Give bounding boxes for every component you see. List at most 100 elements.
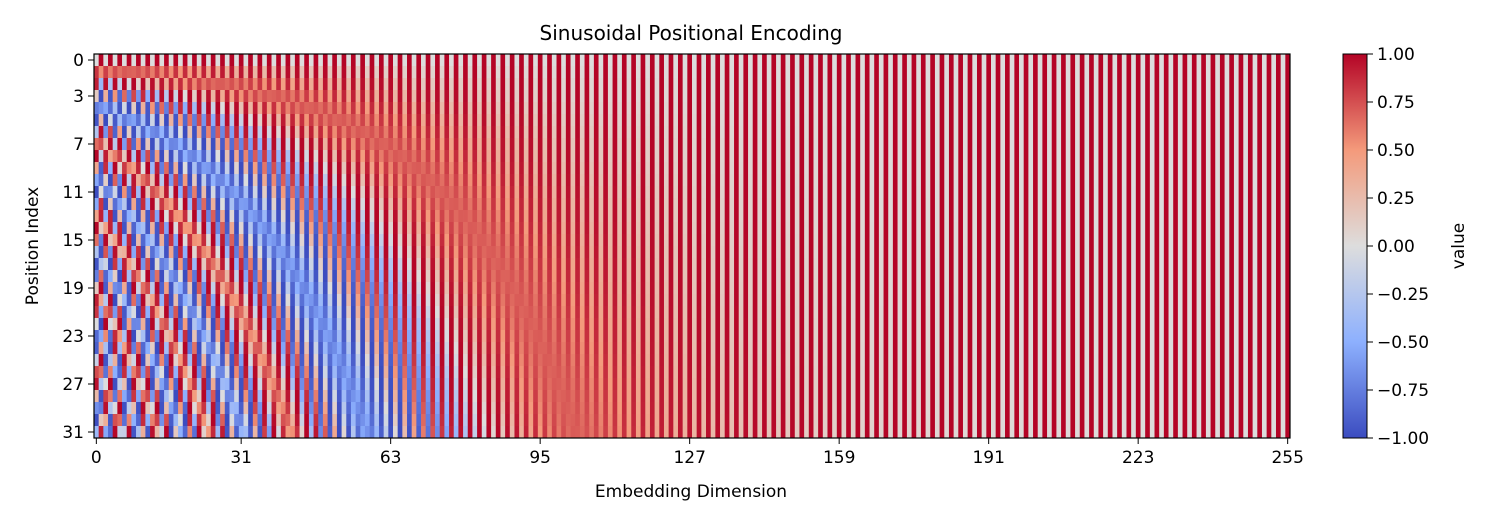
heatmap-cell [519,258,525,271]
heatmap-cell [449,210,455,223]
heatmap-cell [1191,54,1197,67]
heatmap-cell [94,150,100,163]
heatmap-cell [280,162,286,175]
heatmap-cell [248,126,254,139]
heatmap-cell [738,150,744,163]
heatmap-cell [1000,90,1006,103]
heatmap-cell [136,198,142,211]
heatmap-cell [1019,162,1025,175]
heatmap-cell [1154,222,1160,235]
heatmap-cell [565,258,571,271]
heatmap-cell [930,54,936,67]
heatmap-cell [1266,210,1272,223]
heatmap-cell [869,258,875,271]
heatmap-cell [350,90,356,103]
heatmap-cell [126,102,132,115]
heatmap-cell [794,54,800,67]
heatmap-cell [1163,138,1169,151]
heatmap-cell [934,54,940,67]
heatmap-cell [1140,102,1146,115]
heatmap-cell [902,102,908,115]
heatmap-cell [953,222,959,235]
heatmap-cell [215,78,221,91]
heatmap-cell [1266,114,1272,127]
heatmap-cell [832,222,838,235]
heatmap-cell [836,114,842,127]
heatmap-cell [481,150,487,163]
heatmap-cell [621,150,627,163]
heatmap-cell [1229,162,1235,175]
heatmap-cell [94,138,100,151]
heatmap-cell [528,270,534,283]
heatmap-cell [593,246,599,259]
heatmap-cell [229,222,235,235]
heatmap-cell [491,258,497,271]
heatmap-cell [1215,234,1221,247]
heatmap-cell [369,102,375,115]
heatmap-cell [654,78,660,91]
heatmap-cell [631,54,637,67]
heatmap-cell [1009,258,1015,271]
heatmap-cell [378,78,385,91]
heatmap-cell [383,90,389,103]
heatmap-cell [1261,186,1267,199]
heatmap-cell [477,150,483,163]
heatmap-cell [846,210,852,223]
heatmap-cell [981,66,987,79]
heatmap-cell [126,66,132,79]
heatmap-cell [360,90,366,103]
heatmap-cell [822,174,828,187]
heatmap-cell [1009,54,1015,67]
heatmap-cell [649,234,655,247]
heatmap-cell [444,90,450,103]
heatmap-cell [131,258,137,271]
heatmap-cell [799,126,805,139]
heatmap-cell [654,186,660,199]
heatmap-cell [734,174,740,187]
heatmap-cell [864,90,870,103]
heatmap-cell [841,174,847,187]
heatmap-cell [930,90,936,103]
heatmap-cell [285,222,291,235]
heatmap-cell [687,90,693,103]
heatmap-cell [1079,174,1085,187]
heatmap-cell [981,270,987,283]
heatmap-cell [140,126,146,139]
heatmap-cell [1205,234,1211,247]
heatmap-cell [276,66,282,79]
heatmap-cell [677,138,684,151]
heatmap-cell [374,186,380,199]
heatmap-cell [182,78,188,91]
heatmap-cell [1005,162,1011,175]
heatmap-cell [934,126,940,139]
heatmap-cell [850,54,856,67]
heatmap-cell [486,138,492,151]
heatmap-cell [1079,102,1085,115]
heatmap-cell [944,150,950,163]
heatmap-cell [187,78,193,91]
heatmap-cell [108,150,114,163]
heatmap-cell [500,126,506,139]
heatmap-cell [402,114,408,127]
heatmap-cell [701,186,707,199]
heatmap-cell [257,198,263,211]
heatmap-cell [944,66,950,79]
heatmap-cell [654,282,660,295]
heatmap-cell [192,222,198,235]
heatmap-cell [407,162,413,175]
heatmap-cell [1047,78,1053,91]
heatmap-cell [374,90,380,103]
heatmap-cell [453,246,459,259]
heatmap-cell [1210,222,1216,235]
heatmap-cell [869,162,875,175]
heatmap-cell [201,210,207,223]
heatmap-cell [318,210,324,223]
heatmap-cell [1135,198,1141,211]
heatmap-cell [1187,270,1193,283]
heatmap-cell [1159,198,1165,211]
heatmap-cell [393,222,399,235]
heatmap-cell [388,102,394,115]
heatmap-cell [238,126,244,139]
heatmap-cell [991,90,997,103]
heatmap-cell [654,198,660,211]
